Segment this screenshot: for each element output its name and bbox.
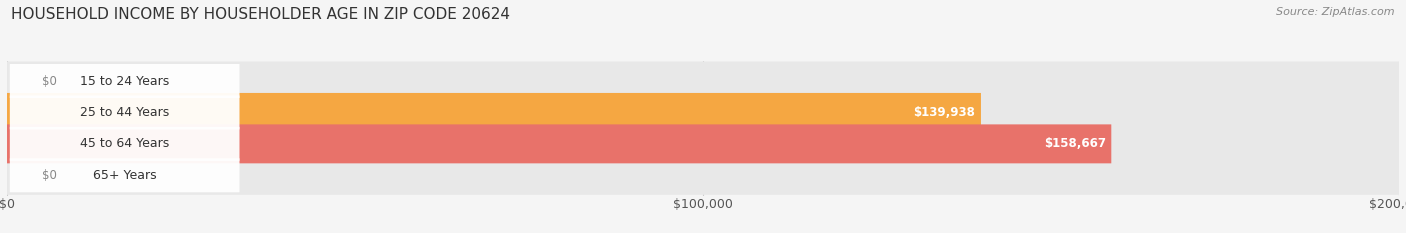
FancyBboxPatch shape <box>7 124 1399 163</box>
FancyBboxPatch shape <box>10 127 239 161</box>
Text: 45 to 64 Years: 45 to 64 Years <box>80 137 169 150</box>
Text: 65+ Years: 65+ Years <box>93 169 156 182</box>
Text: $139,938: $139,938 <box>914 106 976 119</box>
Text: $0: $0 <box>42 75 56 88</box>
FancyBboxPatch shape <box>7 93 981 132</box>
Text: HOUSEHOLD INCOME BY HOUSEHOLDER AGE IN ZIP CODE 20624: HOUSEHOLD INCOME BY HOUSEHOLDER AGE IN Z… <box>11 7 510 22</box>
Text: 25 to 44 Years: 25 to 44 Years <box>80 106 169 119</box>
FancyBboxPatch shape <box>10 96 239 129</box>
FancyBboxPatch shape <box>7 93 1399 132</box>
FancyBboxPatch shape <box>10 64 239 98</box>
FancyBboxPatch shape <box>10 158 239 192</box>
FancyBboxPatch shape <box>7 156 1399 195</box>
Text: Source: ZipAtlas.com: Source: ZipAtlas.com <box>1277 7 1395 17</box>
FancyBboxPatch shape <box>7 124 1111 163</box>
FancyBboxPatch shape <box>7 62 1399 100</box>
Text: $158,667: $158,667 <box>1043 137 1105 150</box>
Text: $0: $0 <box>42 169 56 182</box>
Text: 15 to 24 Years: 15 to 24 Years <box>80 75 169 88</box>
